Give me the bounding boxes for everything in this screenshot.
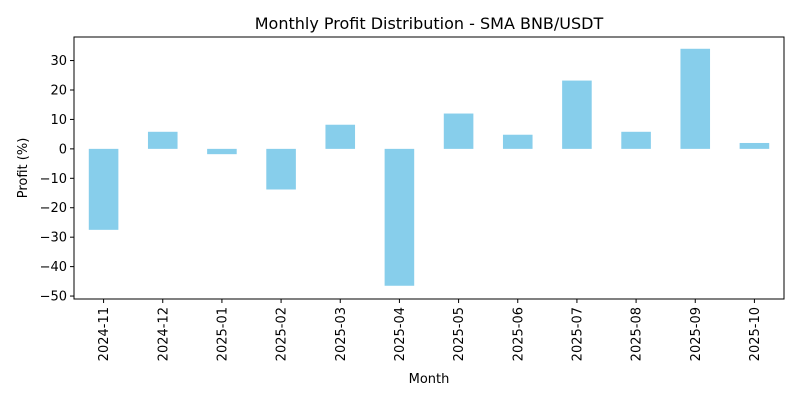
bar-2025-02 <box>266 148 296 190</box>
bar-2025-08 <box>621 131 651 149</box>
bar-2025-04 <box>384 148 415 286</box>
bar-2025-05 <box>443 113 474 149</box>
x-axis-label: Month <box>409 372 450 387</box>
bar-2024-12 <box>147 131 178 149</box>
bar-2025-06 <box>502 134 533 149</box>
y-tick-label: −10 <box>40 172 67 187</box>
y-tick-label: −40 <box>40 260 67 275</box>
x-tick-label: 2025-03 <box>334 307 349 361</box>
y-tick-label: 10 <box>50 113 67 128</box>
x-tick-label: 2024-11 <box>97 307 112 361</box>
bar-2025-07 <box>562 80 592 149</box>
y-axis-label: Profit (%) <box>16 138 31 199</box>
x-tick-label: 2025-05 <box>452 307 467 361</box>
plot-frame <box>73 36 785 300</box>
plot-area <box>73 36 785 300</box>
x-tick-label: 2025-01 <box>215 307 230 361</box>
bar-2024-11 <box>88 148 119 230</box>
x-tick-label: 2024-12 <box>156 307 171 361</box>
bar-2025-03 <box>325 124 356 149</box>
x-tick-label: 2025-04 <box>393 307 408 361</box>
bars <box>88 48 770 286</box>
chart-title: Monthly Profit Distribution - SMA BNB/US… <box>255 14 604 33</box>
y-tick-label: −30 <box>40 231 67 246</box>
y-tick-label: 0 <box>59 142 67 157</box>
y-axis: −50 −40 −30 −20 −10 0 10 20 30 <box>40 54 74 305</box>
x-tick-label: 2025-02 <box>275 307 290 361</box>
x-tick-label: 2025-08 <box>630 307 645 361</box>
y-tick-label: −20 <box>40 201 67 216</box>
x-tick-label: 2025-09 <box>689 307 704 361</box>
x-tick-label: 2025-06 <box>511 307 526 361</box>
x-tick-label: 2025-10 <box>748 307 763 361</box>
x-axis: 2024-11 2024-12 2025-01 2025-02 2025-03 2025-… <box>97 299 763 361</box>
bar-2025-01 <box>207 148 237 155</box>
bar-2025-09 <box>680 48 711 149</box>
y-tick-label: 20 <box>50 83 67 98</box>
bar-2025-10 <box>739 142 770 149</box>
x-tick-label: 2025-07 <box>570 307 585 361</box>
y-tick-label: 30 <box>50 54 67 69</box>
y-tick-label: −50 <box>40 290 67 305</box>
